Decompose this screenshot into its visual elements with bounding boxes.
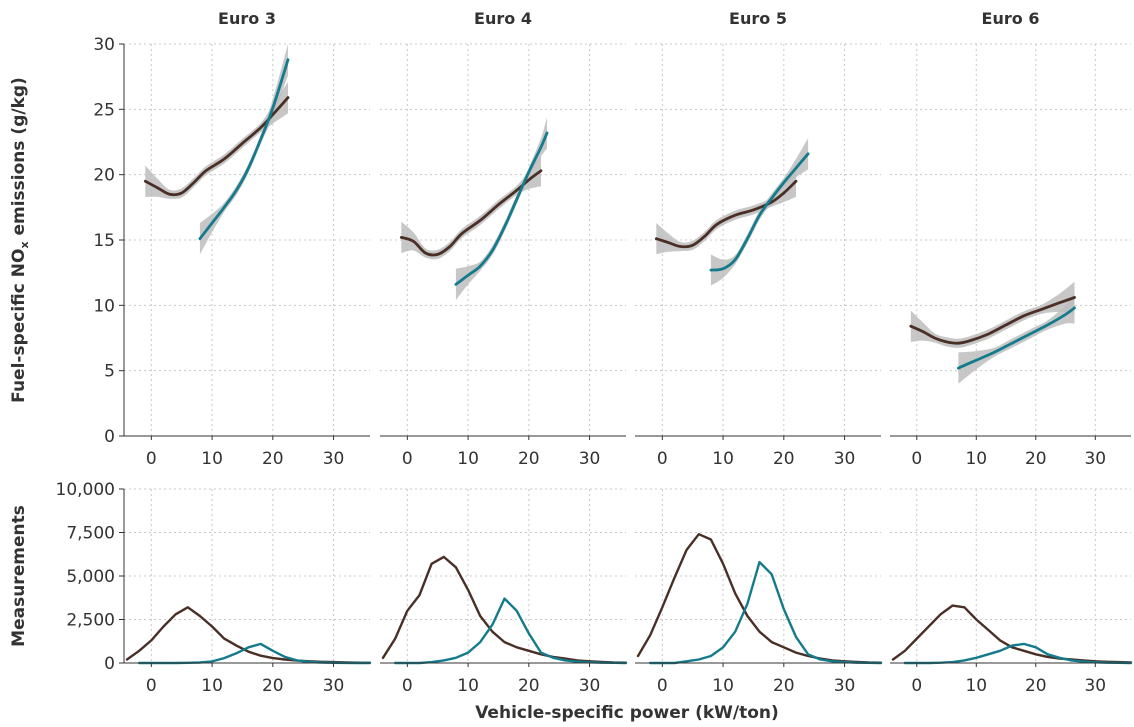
top-x-tick-label: 20 [773,449,795,469]
bottom-y-tick-label: 7,500 [66,524,115,544]
emission-band-brown [656,165,796,255]
top-x-tick-label: 20 [262,449,284,469]
confidence-bands-layer [145,44,1075,384]
bottom-x-tick-label: 10 [712,676,734,696]
bottom-x-tick-label: 30 [1084,676,1106,696]
labels-layer: Euro 3 0 5 10 15 20 25 30 0 2,500 5,000 7,500 10,000… [56,9,1107,696]
top-x-tick-label: 30 [323,449,345,469]
emission-band-brown [401,155,541,260]
measurement-line-teal [649,560,883,665]
top-y-tick-label: 15 [93,231,115,251]
top-x-tick-label: 0 [402,449,413,469]
emission-line-brown [909,296,1076,345]
grid-layer [124,43,1131,664]
measurement-line-teal [903,642,1133,665]
bottom-x-tick-label: 20 [262,676,284,696]
emission-line-teal [454,131,549,286]
bottom-y-tick-label: 5,000 [66,567,115,587]
top-x-tick-label: 20 [1025,449,1047,469]
top-y-tick-label: 20 [93,166,115,186]
bottom-x-tick-label: 0 [402,676,413,696]
x-axis-title: Vehicle-specific power (kW/ton) [475,703,779,723]
top-x-tick-label: 0 [146,449,157,469]
bottom-x-tick-label: 0 [911,676,922,696]
y-axis-title-emissions: Fuel-specific NOx emissions (g/kg) [9,77,31,403]
bottom-x-tick-label: 20 [1025,676,1047,696]
top-y-tick-label: 10 [93,296,115,316]
y-axis-title-measurements: Measurements [9,505,29,647]
panel-title-3: Euro 5 [729,9,787,28]
top-x-tick-label: 10 [201,449,223,469]
top-x-tick-label: 10 [712,449,734,469]
top-x-tick-label: 10 [457,449,479,469]
bottom-x-tick-label: 30 [323,676,345,696]
bottom-x-tick-label: 10 [201,676,223,696]
top-x-tick-label: 0 [911,449,922,469]
measurement-line-teal [394,597,628,665]
emission-band-teal [958,292,1075,384]
top-x-tick-label: 20 [518,449,540,469]
emission-band-teal [199,44,288,255]
emission-line-teal [198,58,290,241]
bottom-x-tick-label: 30 [579,676,601,696]
bottom-x-tick-label: 10 [457,676,479,696]
bottom-x-tick-label: 20 [518,676,540,696]
emission-band-teal [455,117,547,301]
emission-line-teal [709,152,810,272]
emission-line-teal [957,306,1076,370]
emission-line-brown [654,179,798,249]
bottom-x-tick-label: 20 [773,676,795,696]
top-y-tick-label: 5 [104,362,115,382]
bottom-y-tick-label: 2,500 [66,611,115,631]
top-x-tick-label: 30 [1084,449,1106,469]
top-y-tick-label: 25 [93,100,115,120]
emission-band-brown [145,81,288,199]
emission-line-brown [143,96,290,197]
bottom-x-tick-label: 0 [657,676,668,696]
bottom-x-tick-label: 0 [146,676,157,696]
bottom-y-tick-label: 10,000 [56,480,115,500]
bottom-x-tick-label: 30 [834,676,856,696]
top-x-tick-label: 10 [965,449,987,469]
panel-title-1: Euro 3 [218,9,276,28]
panel-title-4: Euro 6 [982,9,1040,28]
measurement-line-brown [636,533,883,664]
bottom-x-tick-label: 10 [965,676,987,696]
axes-layer [119,43,1131,667]
top-y-tick-label: 0 [104,427,115,447]
bottom-y-tick-label: 0 [104,654,115,674]
emission-band-brown [910,281,1075,348]
top-y-tick-label: 30 [93,35,115,55]
emission-band-teal [710,138,809,286]
panel-title-2: Euro 4 [474,9,532,28]
top-x-tick-label: 30 [579,449,601,469]
top-x-tick-label: 0 [657,449,668,469]
top-x-tick-label: 30 [834,449,856,469]
